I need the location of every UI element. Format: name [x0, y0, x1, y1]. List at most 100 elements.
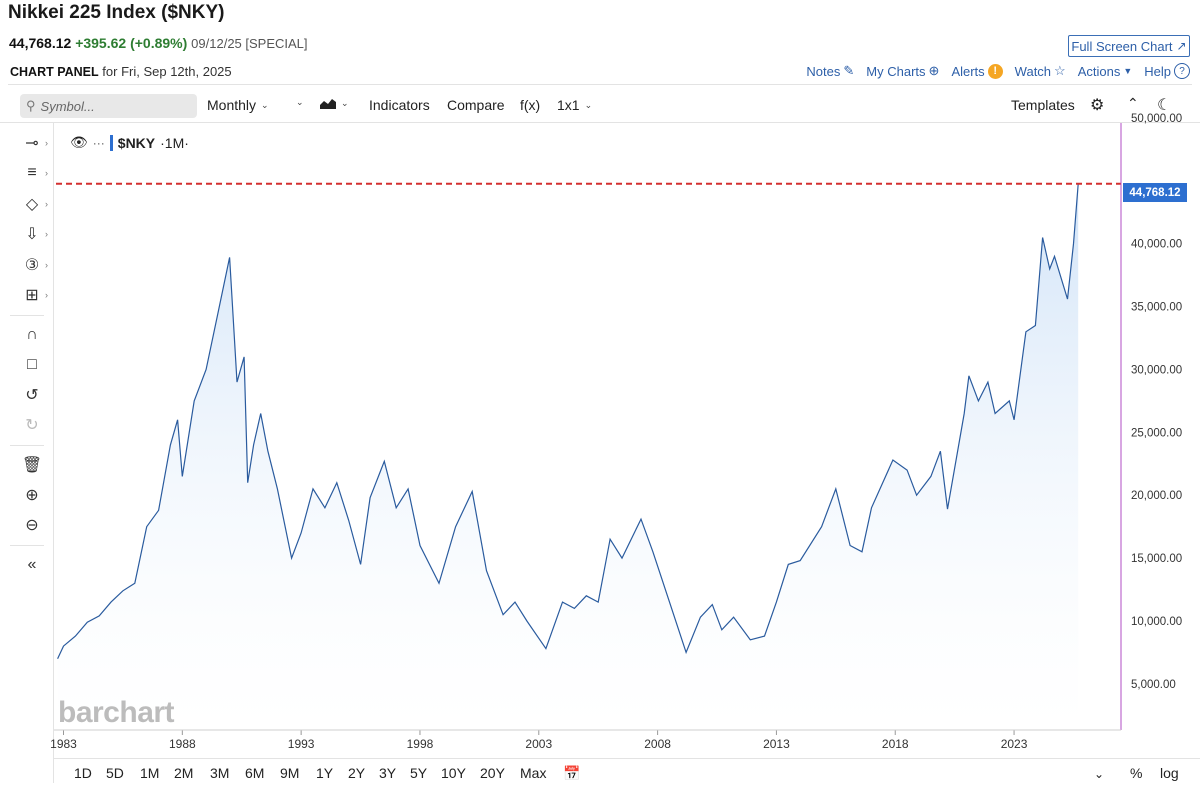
- measure-icon[interactable]: ⊞: [25, 287, 39, 304]
- top-links: Notes ✎ My Charts ⊕ Alerts! Watch ☆ Actions…: [806, 63, 1190, 79]
- x-tick-label: 2013: [763, 737, 790, 751]
- chevron-down-icon: ⌄: [296, 97, 304, 107]
- last-price-badge: 44,768.12: [1123, 183, 1187, 202]
- magnet-icon[interactable]: ∩: [26, 326, 38, 343]
- y-tick-label: 50,000.00: [1131, 113, 1182, 125]
- function-button[interactable]: f(x): [520, 97, 541, 113]
- notes-label: Notes: [806, 63, 841, 79]
- range-1m[interactable]: 1M: [140, 765, 160, 781]
- price-series-line: [57, 183, 1079, 659]
- chevron-down-icon: ⌄: [584, 99, 593, 110]
- range-20y[interactable]: 20Y: [480, 765, 505, 781]
- calendar-icon[interactable]: 📅: [563, 765, 581, 781]
- percent-toggle[interactable]: %: [1130, 765, 1143, 781]
- actions-label: Actions: [1077, 63, 1121, 79]
- alerts-label: Alerts: [951, 63, 985, 79]
- help-link[interactable]: Help?: [1144, 63, 1190, 79]
- unlock-icon[interactable]: □: [27, 356, 37, 373]
- price-change: +395.62 (+0.89%): [75, 35, 188, 51]
- symbol-search-input[interactable]: ⚲ Symbol...: [20, 94, 197, 118]
- x-tick-label: 2003: [525, 737, 552, 751]
- alerts-link[interactable]: Alerts!: [951, 63, 1003, 79]
- chevron-down-icon: ⌄: [341, 97, 349, 108]
- watch-link[interactable]: Watch ☆: [1015, 63, 1066, 79]
- interval-dropdown[interactable]: Monthly ⌄: [207, 97, 269, 113]
- range-max[interactable]: Max: [520, 765, 547, 781]
- number-icon[interactable]: ③: [24, 257, 40, 274]
- range-2y[interactable]: 2Y: [348, 765, 366, 781]
- series-color-swatch: [109, 134, 113, 151]
- chevron-right-icon: ›: [45, 290, 48, 300]
- zoom-out-icon[interactable]: ⊖: [25, 517, 39, 534]
- notes-link[interactable]: Notes ✎: [806, 63, 854, 79]
- full-screen-chart-button[interactable]: Full Screen Chart ↗: [1068, 35, 1190, 57]
- undo-icon[interactable]: ↺: [25, 387, 39, 404]
- settings-gear-icon[interactable]: ⚙: [1090, 97, 1105, 114]
- eye-icon[interactable]: 👁: [70, 134, 88, 150]
- more-dots-icon[interactable]: ···: [92, 135, 105, 150]
- range-10y[interactable]: 10Y: [441, 765, 466, 781]
- alert-icon: !: [987, 63, 1003, 79]
- watch-label: Watch: [1014, 63, 1052, 79]
- templates-button[interactable]: Templates: [1011, 97, 1075, 113]
- y-tick-label: 15,000.00: [1131, 553, 1182, 565]
- search-placeholder: Symbol...: [40, 98, 95, 114]
- redo-icon[interactable]: ↻: [25, 417, 39, 434]
- range-bar: 1D 5D 1M 2M 3M 6M 9M 1Y 2Y 3Y 5Y 10Y 20Y…: [54, 758, 1200, 787]
- x-tick-label: 1998: [407, 737, 434, 751]
- my-charts-link[interactable]: My Charts ⊕: [866, 63, 939, 79]
- zoom-in-icon[interactable]: ⊕: [25, 487, 39, 504]
- actions-menu[interactable]: Actions ▼: [1078, 64, 1133, 79]
- caret-down-icon: ▼: [1123, 66, 1133, 76]
- chevron-down-icon: ⌄: [261, 99, 269, 110]
- shapes-icon[interactable]: ◇: [25, 196, 39, 213]
- log-toggle[interactable]: log: [1160, 765, 1179, 781]
- drawing-tools-sidebar: ⊸ › ≡ › ◇ › ⇩ › ③ › ⊞ › ∩ □ ↺ ↻ 🗑 ⊕ ⊖ «: [0, 123, 54, 783]
- indicators-button[interactable]: Indicators: [369, 97, 430, 113]
- sidebar-divider: [10, 545, 44, 546]
- range-9m[interactable]: 9M: [280, 765, 300, 781]
- trash-icon[interactable]: 🗑: [21, 457, 43, 474]
- sidebar-divider: [10, 445, 44, 446]
- arrow-down-icon[interactable]: ⇩: [25, 226, 39, 243]
- y-tick-label: 40,000.00: [1131, 239, 1182, 251]
- page-title: Nikkei 225 Index ($NKY): [8, 2, 225, 23]
- range-6m[interactable]: 6M: [245, 765, 265, 781]
- drawing-dropdown[interactable]: ⌄: [296, 97, 304, 108]
- barchart-watermark: barchart: [58, 696, 175, 729]
- range-5y[interactable]: 5Y: [410, 765, 428, 781]
- chevron-right-icon: ›: [45, 260, 48, 270]
- dark-mode-moon-icon[interactable]: ☾: [1157, 97, 1172, 114]
- y-tick-label: 5,000.00: [1131, 679, 1176, 691]
- range-5d[interactable]: 5D: [106, 765, 124, 781]
- range-3y[interactable]: 3Y: [379, 765, 397, 781]
- help-icon: ?: [1174, 63, 1190, 79]
- toolbar-divider: [0, 122, 1200, 123]
- chart-type-dropdown[interactable]: ⌄: [320, 97, 349, 109]
- lines-icon[interactable]: ≡: [27, 164, 37, 181]
- y-tick-label: 35,000.00: [1131, 302, 1182, 314]
- range-1d[interactable]: 1D: [74, 765, 92, 781]
- expand-icon: ↗: [1176, 39, 1187, 53]
- y-tick-label: 25,000.00: [1131, 427, 1182, 439]
- range-1y[interactable]: 1Y: [316, 765, 334, 781]
- layout-label: 1x1: [557, 97, 580, 113]
- range-2m[interactable]: 2M: [174, 765, 194, 781]
- crosshair-icon[interactable]: ⊸: [25, 135, 39, 152]
- area-chart-icon: [320, 99, 336, 109]
- panel-date: for Fri, Sep 12th, 2025: [102, 64, 232, 79]
- price-area-fill: [57, 183, 1079, 731]
- compare-button[interactable]: Compare: [447, 97, 505, 113]
- chevron-right-icon: ›: [45, 168, 48, 178]
- interval-label: Monthly: [207, 97, 257, 113]
- y-tick-label: 10,000.00: [1131, 616, 1182, 628]
- chevron-double-down-icon[interactable]: ⌄: [1094, 767, 1105, 781]
- edit-icon: ✎: [843, 63, 855, 78]
- collapse-up-icon[interactable]: ⌃: [1127, 95, 1139, 111]
- range-3m[interactable]: 3M: [210, 765, 230, 781]
- chevron-right-icon: ›: [45, 229, 48, 239]
- collapse-icon[interactable]: «: [27, 556, 37, 573]
- layout-dropdown[interactable]: 1x1 ⌄: [557, 97, 592, 113]
- quote-line: 44,768.12 +395.62 (+0.89%) 09/12/25 [SPE…: [9, 35, 308, 51]
